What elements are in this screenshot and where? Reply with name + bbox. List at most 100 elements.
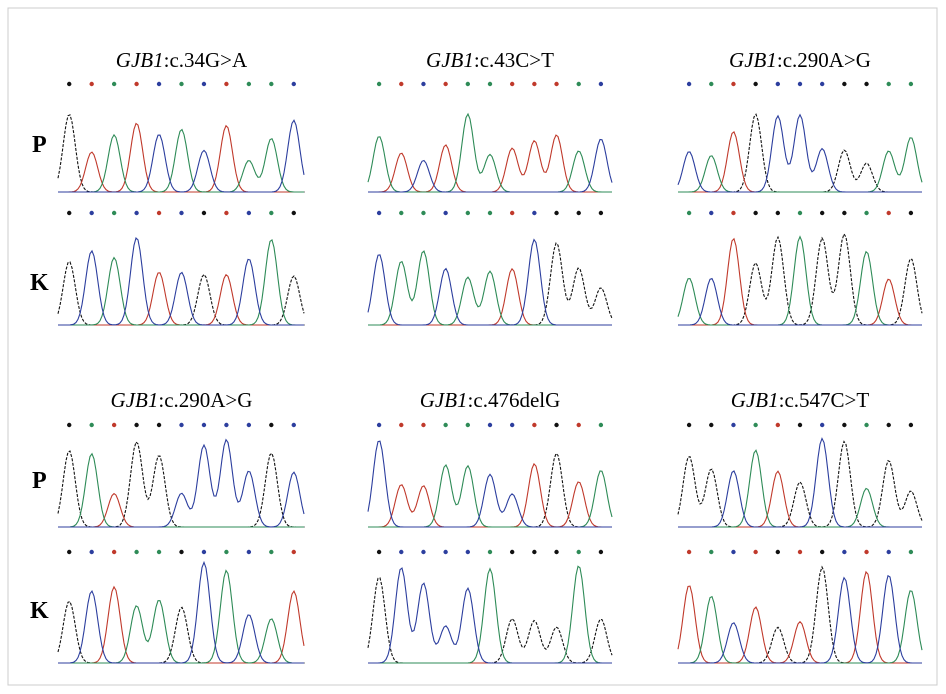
- base-dot: [731, 423, 735, 427]
- base-dot: [820, 211, 824, 215]
- base-dot: [466, 82, 470, 86]
- base-dot: [377, 423, 381, 427]
- base-dot: [532, 550, 536, 554]
- base-dot: [753, 82, 757, 86]
- row-label: P: [32, 132, 47, 158]
- gene-name: GJB1: [111, 388, 159, 412]
- base-dot: [488, 211, 492, 215]
- base-dot: [599, 550, 603, 554]
- base-dot: [134, 211, 138, 215]
- base-dot: [134, 550, 138, 554]
- base-dot: [89, 82, 93, 86]
- base-dot: [554, 82, 558, 86]
- base-dot: [399, 423, 403, 427]
- base-dot: [443, 211, 447, 215]
- base-dot: [179, 82, 183, 86]
- base-dot: [89, 211, 93, 215]
- base-dot: [202, 423, 206, 427]
- base-dot: [292, 550, 296, 554]
- base-dot: [202, 82, 206, 86]
- variant: :c.547C>T: [779, 388, 870, 412]
- base-dot: [89, 550, 93, 554]
- base-dot: [443, 82, 447, 86]
- base-dot: [687, 211, 691, 215]
- base-dot: [687, 82, 691, 86]
- base-dot: [179, 550, 183, 554]
- base-dot: [134, 423, 138, 427]
- gene-name: GJB1: [116, 48, 164, 72]
- base-dot: [269, 550, 273, 554]
- base-dot: [599, 82, 603, 86]
- base-dot: [776, 550, 780, 554]
- row-label: P: [32, 468, 47, 494]
- base-dot: [798, 423, 802, 427]
- base-dot: [776, 423, 780, 427]
- base-dot: [887, 211, 891, 215]
- base-dot: [577, 423, 581, 427]
- variant: :c.290A>G: [777, 48, 871, 72]
- base-dot: [247, 550, 251, 554]
- base-dot: [864, 211, 868, 215]
- base-dot: [112, 211, 116, 215]
- base-dot: [554, 550, 558, 554]
- base-dot: [532, 423, 536, 427]
- base-dot: [157, 423, 161, 427]
- base-dot: [510, 550, 514, 554]
- base-dot: [577, 211, 581, 215]
- base-dot: [864, 550, 868, 554]
- panel-title: GJB1:c.34G>A: [116, 48, 248, 72]
- base-dot: [798, 550, 802, 554]
- base-dot: [224, 550, 228, 554]
- base-dot: [753, 423, 757, 427]
- base-dot: [466, 550, 470, 554]
- base-dot: [421, 550, 425, 554]
- base-dot: [466, 423, 470, 427]
- base-dot: [247, 211, 251, 215]
- base-dot: [842, 550, 846, 554]
- base-dot: [887, 82, 891, 86]
- base-dot: [224, 423, 228, 427]
- base-dot: [731, 82, 735, 86]
- panel-title: GJB1:c.290A>G: [111, 388, 253, 412]
- base-dot: [864, 82, 868, 86]
- base-dot: [554, 211, 558, 215]
- base-dot: [466, 211, 470, 215]
- base-dot: [443, 423, 447, 427]
- panel-title: GJB1:c.476delG: [420, 388, 561, 412]
- base-dot: [157, 82, 161, 86]
- base-dot: [709, 211, 713, 215]
- base-dot: [709, 82, 713, 86]
- base-dot: [292, 423, 296, 427]
- base-dot: [820, 423, 824, 427]
- base-dot: [292, 211, 296, 215]
- gene-name: GJB1: [420, 388, 468, 412]
- row-label: K: [30, 270, 49, 296]
- base-dot: [820, 550, 824, 554]
- base-dot: [67, 211, 71, 215]
- gene-name: GJB1: [729, 48, 777, 72]
- base-dot: [421, 211, 425, 215]
- base-dot: [776, 211, 780, 215]
- base-dot: [112, 550, 116, 554]
- base-dot: [202, 550, 206, 554]
- gene-name: GJB1: [731, 388, 779, 412]
- base-dot: [89, 423, 93, 427]
- base-dot: [179, 423, 183, 427]
- base-dot: [224, 82, 228, 86]
- base-dot: [842, 423, 846, 427]
- base-dot: [599, 211, 603, 215]
- base-dot: [599, 423, 603, 427]
- base-dot: [510, 211, 514, 215]
- base-dot: [157, 211, 161, 215]
- variant: :c.34G>A: [164, 48, 248, 72]
- base-dot: [776, 82, 780, 86]
- base-dot: [399, 211, 403, 215]
- variant: :c.43C>T: [474, 48, 554, 72]
- base-dot: [709, 550, 713, 554]
- base-dot: [157, 550, 161, 554]
- panel-title: GJB1:c.43C>T: [426, 48, 554, 72]
- base-dot: [577, 82, 581, 86]
- base-dot: [443, 550, 447, 554]
- base-dot: [377, 550, 381, 554]
- frame: [8, 8, 937, 685]
